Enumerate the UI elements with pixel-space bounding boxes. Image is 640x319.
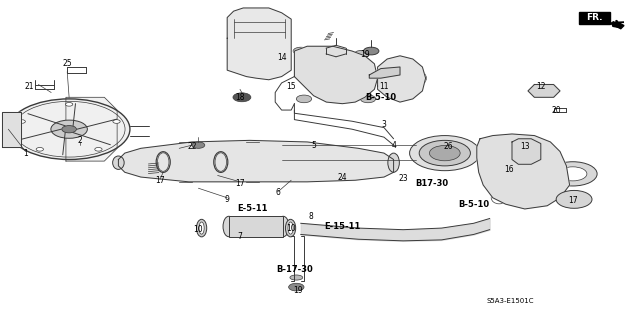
Polygon shape <box>477 134 570 209</box>
Bar <box>579 12 610 24</box>
Polygon shape <box>227 8 291 80</box>
Ellipse shape <box>196 219 207 237</box>
Ellipse shape <box>223 216 235 237</box>
Circle shape <box>296 95 312 103</box>
Circle shape <box>36 147 44 151</box>
Text: 11: 11 <box>380 82 388 91</box>
Polygon shape <box>378 56 426 102</box>
Polygon shape <box>609 22 624 29</box>
Circle shape <box>233 93 251 102</box>
Text: 7: 7 <box>237 232 243 241</box>
Circle shape <box>250 33 275 46</box>
Circle shape <box>389 72 415 85</box>
Text: E-15-11: E-15-11 <box>324 222 360 231</box>
Text: 17: 17 <box>568 197 578 205</box>
Text: B17-30: B17-30 <box>415 179 449 188</box>
Circle shape <box>8 99 130 160</box>
Text: 4: 4 <box>391 141 396 150</box>
Text: 5: 5 <box>311 141 316 150</box>
Polygon shape <box>118 140 394 182</box>
Polygon shape <box>294 46 378 104</box>
Circle shape <box>429 145 460 161</box>
Text: 26: 26 <box>443 142 453 151</box>
Text: 21: 21 <box>24 82 33 91</box>
Text: 10: 10 <box>286 224 296 233</box>
Circle shape <box>306 60 360 87</box>
Text: 16: 16 <box>504 165 514 174</box>
Circle shape <box>319 66 347 80</box>
Circle shape <box>192 142 205 148</box>
Bar <box>229 216 284 237</box>
Circle shape <box>513 145 541 159</box>
Text: 6: 6 <box>276 189 281 197</box>
Circle shape <box>113 120 120 123</box>
Circle shape <box>519 148 534 155</box>
Circle shape <box>364 47 379 55</box>
Circle shape <box>65 102 73 106</box>
Circle shape <box>238 28 287 52</box>
Polygon shape <box>66 97 117 161</box>
Circle shape <box>360 95 376 103</box>
Circle shape <box>548 162 597 186</box>
Ellipse shape <box>388 153 399 172</box>
Polygon shape <box>528 85 560 97</box>
Text: 22: 22 <box>188 142 196 151</box>
Text: 12: 12 <box>536 82 545 91</box>
Text: FR.: FR. <box>586 13 603 22</box>
Text: 15: 15 <box>286 82 296 91</box>
Circle shape <box>354 50 369 58</box>
Text: E-5-11: E-5-11 <box>237 204 268 213</box>
Text: 24: 24 <box>337 173 348 182</box>
Text: 19: 19 <box>292 286 303 295</box>
Text: 25: 25 <box>62 59 72 68</box>
Text: 18: 18 <box>236 93 244 102</box>
Circle shape <box>62 126 76 133</box>
Ellipse shape <box>290 275 303 280</box>
Circle shape <box>51 120 87 138</box>
Text: 17: 17 <box>155 176 165 185</box>
Text: 10: 10 <box>193 225 204 234</box>
Circle shape <box>556 190 592 208</box>
Circle shape <box>550 160 563 166</box>
Text: 9: 9 <box>225 195 230 204</box>
Text: 3: 3 <box>381 120 387 129</box>
Circle shape <box>564 195 584 204</box>
Text: 14: 14 <box>276 53 287 62</box>
Ellipse shape <box>278 216 289 237</box>
Polygon shape <box>2 112 21 147</box>
Ellipse shape <box>288 222 293 234</box>
Circle shape <box>95 147 102 151</box>
Text: 20: 20 <box>552 106 562 115</box>
Text: 19: 19 <box>360 50 370 59</box>
Text: 13: 13 <box>520 142 530 151</box>
Text: S5A3-E1501C: S5A3-E1501C <box>486 299 534 304</box>
Circle shape <box>18 120 26 123</box>
Polygon shape <box>512 139 541 164</box>
Circle shape <box>419 140 470 166</box>
Circle shape <box>293 47 308 55</box>
Text: 2: 2 <box>77 136 83 145</box>
Text: 17: 17 <box>235 179 245 188</box>
Ellipse shape <box>199 222 204 234</box>
Circle shape <box>289 283 304 291</box>
Circle shape <box>410 136 480 171</box>
Polygon shape <box>369 67 400 78</box>
Circle shape <box>378 66 426 90</box>
Text: 23: 23 <box>398 174 408 183</box>
Text: 1: 1 <box>23 149 28 158</box>
Ellipse shape <box>285 219 296 237</box>
Text: B-5-10: B-5-10 <box>458 200 489 209</box>
Circle shape <box>559 167 587 181</box>
Text: B-5-10: B-5-10 <box>365 93 396 102</box>
Ellipse shape <box>113 156 124 169</box>
Text: 8: 8 <box>308 212 313 221</box>
Text: B-17-30: B-17-30 <box>276 265 313 274</box>
